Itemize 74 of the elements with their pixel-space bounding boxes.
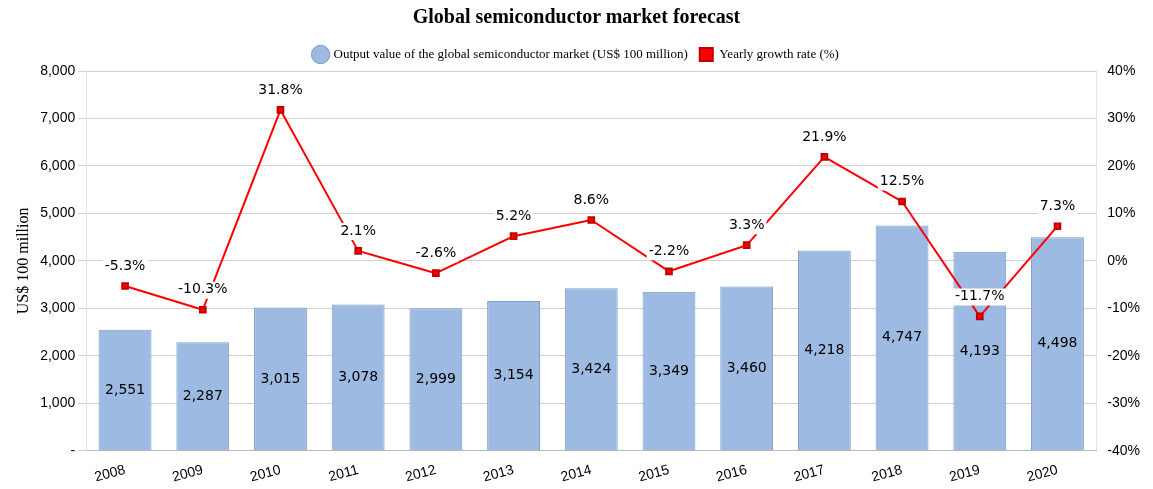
- point: [509, 232, 518, 240]
- x-tick-label: 2013: [481, 460, 516, 485]
- data-label: 3,154: [493, 366, 534, 383]
- y2-tick-label: -30%: [1107, 394, 1140, 411]
- point: [432, 269, 440, 278]
- y-tick-label: 2,000: [40, 346, 76, 363]
- y-tick-label: 5,000: [40, 204, 76, 221]
- data-label: 31.8%: [258, 80, 303, 97]
- point: [898, 197, 906, 206]
- legend-label: Yearly growth rate (%): [719, 45, 839, 61]
- data-label: 2,287: [182, 386, 223, 403]
- data-label: -5.3%: [104, 256, 146, 273]
- point: [820, 153, 829, 161]
- x-tick-label: 2008: [92, 460, 128, 485]
- data-label: 8.6%: [573, 190, 610, 207]
- data-label: 3.3%: [728, 215, 765, 232]
- point: [276, 106, 285, 114]
- data-label: -10.3%: [178, 280, 228, 297]
- point: [742, 241, 751, 250]
- y-tick-label: 8,000: [40, 61, 76, 78]
- y2-tick-label: 30%: [1107, 109, 1136, 126]
- data-label: 3,015: [260, 369, 301, 386]
- data-label: 12.5%: [879, 172, 925, 189]
- x-tick-label: 2016: [714, 460, 749, 485]
- point: [354, 247, 363, 255]
- y2-tick-label: 40%: [1107, 61, 1136, 78]
- x-tick-label: 2020: [1025, 460, 1060, 485]
- point: [975, 312, 984, 321]
- y2-tick-label: 10%: [1107, 204, 1136, 221]
- y2-tick-label: 20%: [1107, 156, 1136, 173]
- data-label: 5.2%: [495, 206, 532, 223]
- x-tick-label: 2011: [326, 460, 361, 485]
- point: [1053, 222, 1062, 231]
- data-label: 7.3%: [1039, 196, 1076, 213]
- data-label: 2,999: [415, 369, 456, 386]
- x-tick-label: 2009: [170, 460, 205, 485]
- y-tick-label: 1,000: [40, 394, 76, 411]
- y2-tick-label: -10%: [1107, 299, 1140, 316]
- y2-tick-label: 0%: [1107, 251, 1128, 268]
- data-label: 4,218: [804, 341, 845, 357]
- y-tick-label: 6,000: [40, 156, 76, 173]
- data-label: 4,747: [882, 328, 923, 345]
- y2-tick-label: -20%: [1107, 346, 1140, 363]
- data-label: 3,078: [338, 368, 379, 385]
- data-label: -2.2%: [648, 241, 690, 258]
- chart-title: Global semiconductor market forecast: [412, 5, 741, 28]
- point: [665, 267, 673, 276]
- x-tick-label: 2017: [791, 460, 827, 485]
- data-label: -2.6%: [415, 243, 457, 260]
- data-label: 21.9%: [802, 127, 847, 144]
- point: [198, 305, 207, 314]
- x-tick-label: 2010: [248, 460, 283, 485]
- y-tick-label: 7,000: [40, 109, 76, 126]
- x-tick-label: 2014: [558, 460, 594, 485]
- y-tick-label: 4,000: [40, 251, 76, 268]
- data-label: 3,349: [648, 361, 690, 378]
- y2-tick-label: -40%: [1107, 441, 1140, 458]
- data-label: 3,460: [726, 358, 767, 375]
- y-tick-label: 3,000: [40, 299, 76, 316]
- data-label: 3,424: [571, 359, 612, 376]
- data-label: -11.7%: [955, 287, 1005, 304]
- data-label: 4,193: [959, 341, 1000, 358]
- data-label: 2.1%: [340, 221, 376, 238]
- x-tick-label: 2015: [636, 460, 671, 485]
- data-label: 2,551: [105, 380, 146, 397]
- y-tick-label: -: [70, 441, 76, 458]
- y-axis-title: US$ 100 million: [13, 207, 31, 315]
- point: [587, 216, 596, 224]
- legend-label: Output value of the global semiconductor market (US$ 100 million): [333, 45, 688, 61]
- x-tick-label: 2018: [869, 460, 905, 485]
- data-label: 4,498: [1037, 334, 1078, 351]
- point: [121, 282, 129, 290]
- x-tick-label: 2019: [947, 460, 982, 485]
- x-tick-label: 2012: [403, 460, 438, 485]
